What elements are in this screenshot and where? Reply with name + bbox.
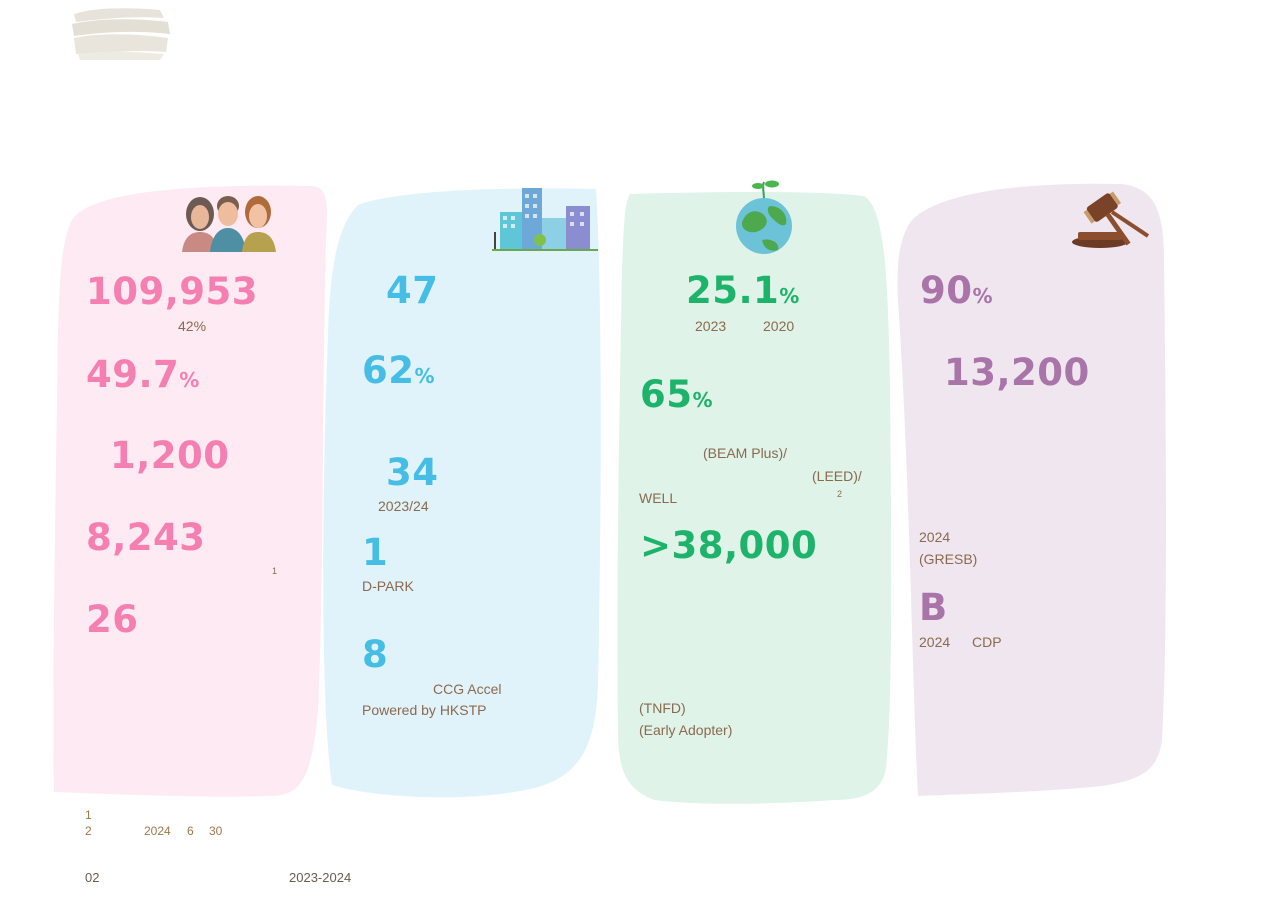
environment-stat-3-note-1: (TNFD) (639, 700, 686, 716)
governance-stat-4-note-b: CDP (972, 634, 1002, 650)
social-stat-3: 1,200 (110, 434, 230, 477)
social-stat-4-footnote-ref: 1 (272, 566, 278, 576)
environment-stat-2-note-2: (LEED)/ (812, 468, 862, 484)
social-stat-1: 109,953 (86, 270, 259, 313)
brush-stroke-decoration (68, 4, 178, 62)
governance-stat-2: 13,200 (944, 351, 1090, 394)
environment-stat-2-note-1: (BEAM Plus)/ (703, 445, 788, 461)
innovation-stat-5: 8 (362, 633, 389, 676)
innovation-stat-3-note: 2023/24 (378, 498, 429, 514)
footnote-2-year: 2024 (144, 824, 171, 838)
governance-stat-1-value: 90 (920, 269, 973, 312)
governance-panel (892, 180, 1172, 802)
environment-stat-1-unit: % (779, 284, 800, 308)
social-panel (50, 180, 332, 802)
environment-stat-1-note-a: 2023 (695, 318, 727, 334)
environment-stat-2-unit: % (692, 388, 714, 412)
people-icon (178, 192, 282, 252)
governance-stat-1-unit: % (972, 284, 994, 308)
social-stat-2: 49.7% (86, 356, 200, 393)
social-stat-5: 26 (86, 598, 139, 641)
footnote-1-marker: 1 (85, 808, 92, 822)
environment-stat-1-note-b: 2020 (763, 318, 795, 334)
earth-sprout-icon (732, 178, 796, 258)
gavel-icon (1068, 188, 1152, 252)
innovation-panel (318, 185, 608, 805)
innovation-stat-4-note: D-PARK (362, 578, 414, 594)
footnote-2-day: 30 (209, 824, 223, 838)
governance-stat-3-note-1: 2024 (919, 529, 951, 545)
environment-stat-2-value: 65 (640, 373, 693, 416)
report-period: 2023-2024 (289, 870, 352, 885)
innovation-stat-2-value: 62 (362, 349, 415, 392)
innovation-stat-2-unit: % (414, 364, 436, 388)
environment-stat-2-note-3: WELL (639, 490, 678, 506)
social-stat-2-unit: % (179, 368, 200, 392)
governance-stat-4: B (919, 586, 948, 629)
governance-stat-3-note-2: (GRESB) (919, 551, 978, 567)
innovation-stat-1: 47 (386, 269, 439, 312)
social-stat-4: 8,243 (86, 516, 206, 559)
environment-panel (614, 188, 896, 808)
environment-stat-1-value: 25.1 (686, 269, 780, 312)
innovation-stat-5-note-2: Powered by HKSTP (362, 702, 487, 718)
social-stat-1-note: 42% (178, 318, 207, 334)
innovation-stat-3: 34 (386, 451, 439, 494)
governance-stat-4-note-a: 2024 (919, 634, 951, 650)
environment-stat-3-note-2: (Early Adopter) (639, 722, 733, 738)
buildings-icon (492, 184, 600, 254)
page-number: 02 (85, 870, 100, 885)
innovation-stat-2: 62% (362, 352, 435, 389)
environment-stat-2-footnote-ref: 2 (837, 489, 843, 499)
innovation-stat-4: 1 (362, 531, 389, 574)
footnote-2-month: 6 (187, 824, 194, 838)
footnote-2-marker: 2 (85, 824, 92, 838)
governance-stat-1: 90% (920, 272, 993, 309)
environment-stat-3: >38,000 (640, 524, 818, 567)
innovation-stat-5-note-1: CCG Accel (433, 681, 502, 697)
environment-stat-2: 65% (640, 376, 713, 413)
social-stat-2-value: 49.7 (86, 353, 180, 396)
environment-stat-1: 25.1% (686, 272, 800, 309)
